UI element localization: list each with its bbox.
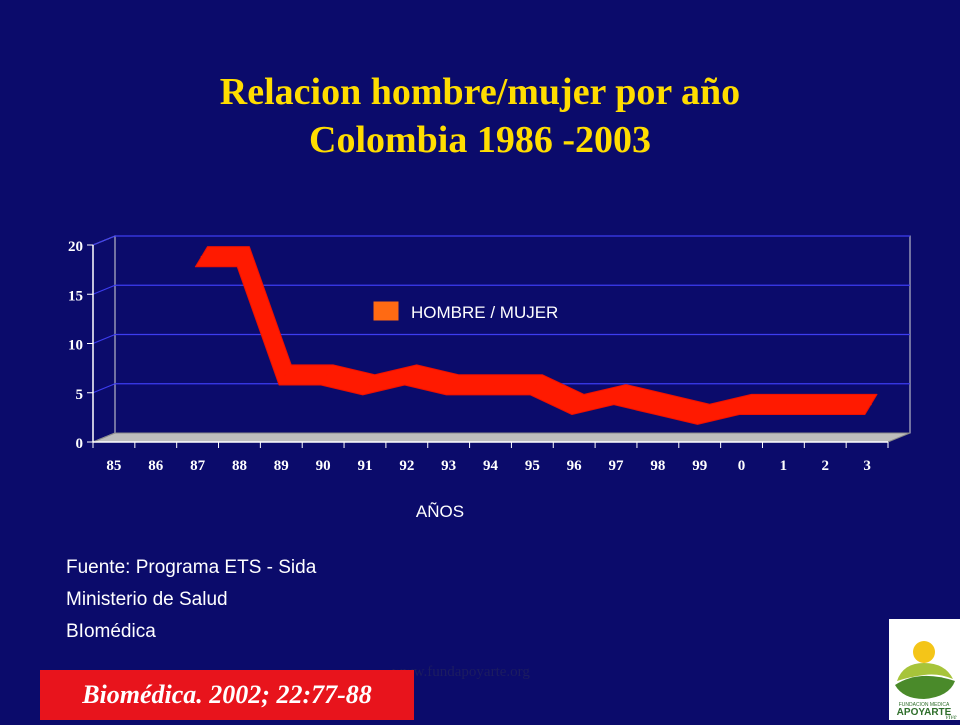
x-tick-label: 90 bbox=[316, 458, 331, 474]
y-tick-label: 15 bbox=[68, 288, 83, 304]
svg-text:vive: vive bbox=[945, 713, 956, 720]
chart-title-line1: Relacion hombre/mujer por año bbox=[219, 71, 741, 113]
plot-floor bbox=[92, 432, 911, 443]
data-point bbox=[702, 413, 705, 416]
x-tick-label: 88 bbox=[232, 458, 247, 474]
x-tick-label: 92 bbox=[399, 458, 414, 474]
data-point bbox=[828, 403, 830, 406]
data-point bbox=[200, 255, 203, 258]
data-point bbox=[577, 403, 579, 406]
x-tick-label: 94 bbox=[483, 458, 499, 474]
x-tick-label: 3 bbox=[863, 458, 871, 474]
gridline-side bbox=[92, 235, 116, 246]
x-tick-label: 87 bbox=[190, 458, 206, 474]
y-tick-label: 5 bbox=[76, 387, 84, 403]
data-point bbox=[242, 255, 245, 258]
data-point bbox=[744, 403, 747, 406]
data-point bbox=[535, 383, 537, 386]
x-tick-label: 97 bbox=[609, 458, 625, 474]
x-tick-label: 89 bbox=[274, 458, 289, 474]
x-tick-label: 96 bbox=[567, 458, 583, 474]
x-tick-label: 95 bbox=[525, 458, 540, 474]
legend-label: HOMBRE / MUJER bbox=[411, 303, 558, 322]
apoyarte-logo-icon: FUNDACION MEDICA APOYARTE vive bbox=[895, 641, 957, 721]
data-point bbox=[786, 403, 789, 406]
series-ribbon bbox=[194, 246, 878, 425]
data-point bbox=[326, 374, 328, 376]
x-tick-label: 2 bbox=[821, 458, 829, 474]
y-tick-label: 0 bbox=[76, 436, 84, 452]
x-tick-label: 93 bbox=[441, 458, 456, 474]
data-point bbox=[660, 403, 663, 406]
data-point bbox=[493, 383, 496, 386]
data-point bbox=[368, 383, 370, 386]
source-line-2: Ministerio de Salud bbox=[66, 589, 228, 610]
x-tick-label: 0 bbox=[738, 458, 746, 474]
data-point bbox=[870, 403, 872, 406]
y-tick-label: 20 bbox=[68, 239, 83, 255]
source-line-1: Fuente: Programa ETS - Sida bbox=[66, 557, 317, 578]
chart-legend: HOMBRE / MUJER bbox=[372, 300, 558, 322]
x-tick-label: 91 bbox=[357, 458, 372, 474]
apoyarte-logo: FUNDACION MEDICA APOYARTE vive bbox=[889, 619, 960, 721]
legend-swatch bbox=[372, 300, 400, 322]
gridline-side bbox=[92, 383, 116, 394]
gridline-side bbox=[92, 333, 116, 345]
gridline-side bbox=[92, 284, 116, 295]
data-point bbox=[451, 383, 454, 386]
x-tick-label: 1 bbox=[780, 458, 788, 474]
x-tick-label: 99 bbox=[692, 458, 707, 474]
source-line-3: BIomédica bbox=[66, 621, 156, 642]
website-url[interactable]: www.fundapoyarte.org bbox=[392, 664, 530, 680]
data-point bbox=[284, 374, 286, 376]
y-tick-label: 10 bbox=[68, 338, 83, 354]
data-point bbox=[619, 393, 621, 396]
x-tick-label: 85 bbox=[106, 458, 121, 474]
citation-badge: Biomédica. 2002; 22:77-88 bbox=[40, 670, 414, 720]
svg-text:FUNDACION MEDICA: FUNDACION MEDICA bbox=[899, 702, 950, 708]
x-tick-label: 86 bbox=[148, 458, 164, 474]
svg-text:APOYARTE: APOYARTE bbox=[897, 707, 952, 718]
x-axis-label: AÑOS bbox=[416, 502, 464, 521]
data-point bbox=[409, 374, 412, 376]
x-tick-label: 98 bbox=[650, 458, 665, 474]
chart-title-line2: Colombia 1986 -2003 bbox=[309, 119, 651, 161]
